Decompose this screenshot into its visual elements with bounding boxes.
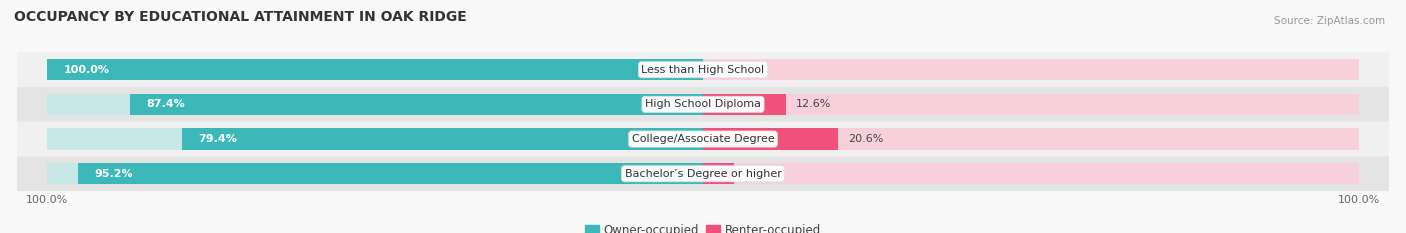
FancyBboxPatch shape — [17, 122, 1389, 156]
Text: 4.8%: 4.8% — [744, 169, 773, 179]
Bar — [46, 59, 703, 80]
Bar — [46, 128, 703, 150]
Text: 87.4%: 87.4% — [146, 99, 184, 109]
Bar — [129, 94, 703, 115]
FancyBboxPatch shape — [17, 52, 1389, 87]
Text: 100.0%: 100.0% — [63, 65, 110, 75]
Text: Source: ZipAtlas.com: Source: ZipAtlas.com — [1274, 16, 1385, 26]
Text: College/Associate Degree: College/Associate Degree — [631, 134, 775, 144]
FancyBboxPatch shape — [17, 87, 1389, 122]
Text: 12.6%: 12.6% — [796, 99, 831, 109]
Bar — [703, 163, 1360, 185]
Text: 95.2%: 95.2% — [94, 169, 134, 179]
FancyBboxPatch shape — [17, 156, 1389, 191]
Bar — [703, 128, 838, 150]
Bar — [46, 94, 703, 115]
Bar — [46, 59, 703, 80]
Text: High School Diploma: High School Diploma — [645, 99, 761, 109]
Text: 20.6%: 20.6% — [848, 134, 883, 144]
Bar — [46, 163, 703, 185]
Text: 0.0%: 0.0% — [723, 65, 751, 75]
Bar — [703, 59, 1360, 80]
Text: Bachelor’s Degree or higher: Bachelor’s Degree or higher — [624, 169, 782, 179]
Text: OCCUPANCY BY EDUCATIONAL ATTAINMENT IN OAK RIDGE: OCCUPANCY BY EDUCATIONAL ATTAINMENT IN O… — [14, 10, 467, 24]
Bar — [703, 128, 1360, 150]
Bar — [79, 163, 703, 185]
Legend: Owner-occupied, Renter-occupied: Owner-occupied, Renter-occupied — [579, 219, 827, 233]
Bar — [703, 94, 1360, 115]
Bar — [703, 94, 786, 115]
Text: Less than High School: Less than High School — [641, 65, 765, 75]
Bar — [703, 163, 734, 185]
Bar — [181, 128, 703, 150]
Text: 79.4%: 79.4% — [198, 134, 238, 144]
